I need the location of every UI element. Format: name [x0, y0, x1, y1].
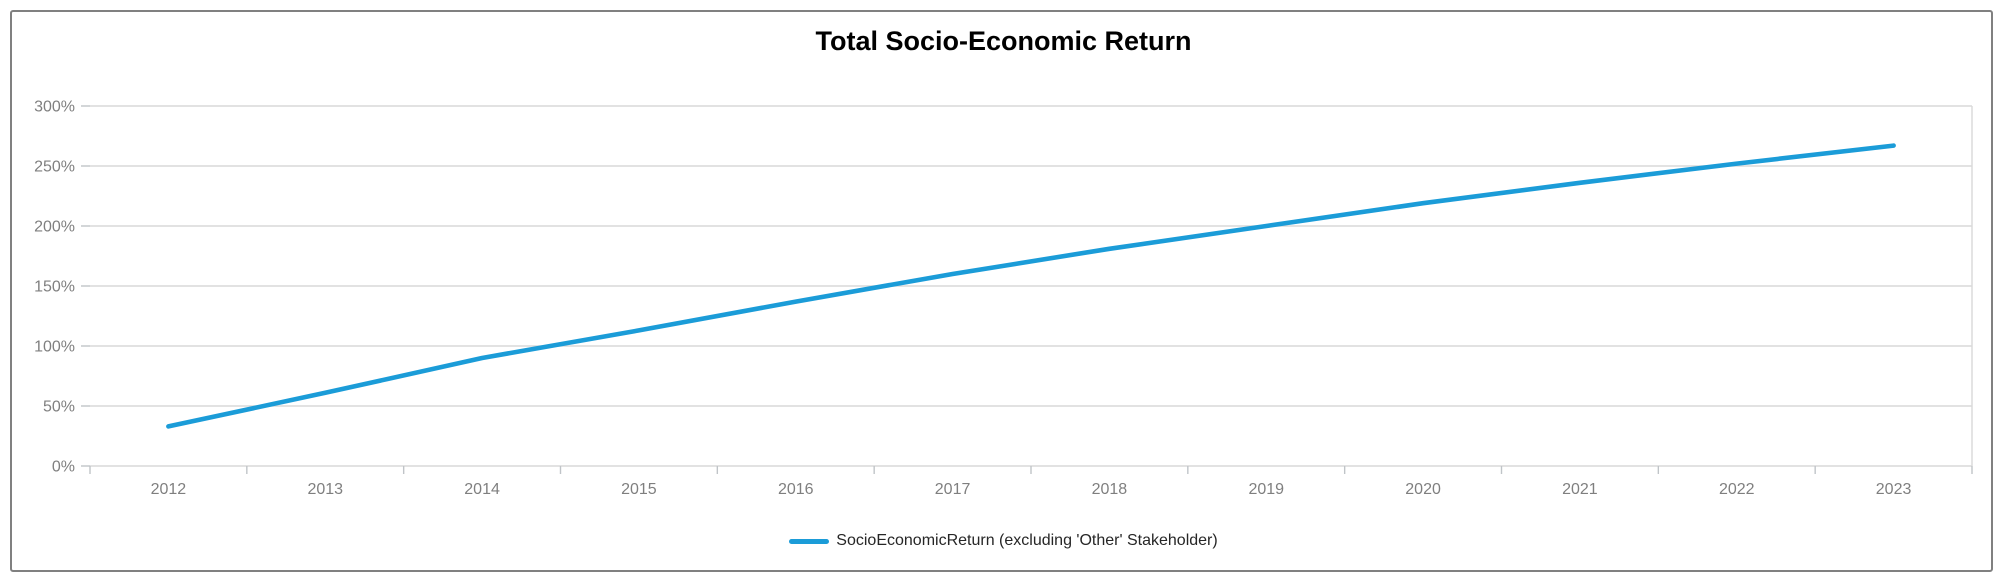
y-axis-label: 300% — [34, 99, 75, 116]
x-axis-label: 2016 — [778, 481, 814, 498]
legend: SocioEconomicReturn (excluding 'Other' S… — [0, 528, 2007, 554]
y-axis-label: 100% — [34, 339, 75, 356]
x-axis-label: 2023 — [1876, 481, 1912, 498]
y-axis-label: 150% — [34, 279, 75, 296]
y-axis-label: 0% — [52, 459, 75, 476]
x-axis-label: 2014 — [464, 481, 500, 498]
y-axis-label: 200% — [34, 219, 75, 236]
legend-label: SocioEconomicReturn (excluding 'Other' S… — [836, 532, 1218, 549]
y-axis-label: 250% — [34, 159, 75, 176]
x-axis-label: 2019 — [1248, 481, 1284, 498]
x-axis-label: 2012 — [151, 481, 187, 498]
x-axis-label: 2020 — [1405, 481, 1441, 498]
chart-title: Total Socio-Economic Return — [815, 26, 1192, 56]
legend-line-swatch — [789, 538, 830, 544]
x-axis-label: 2018 — [1092, 481, 1128, 498]
x-axis-label: 2013 — [307, 481, 343, 498]
y-axis-label: 50% — [43, 399, 75, 416]
series-line — [166, 143, 1896, 429]
chart-border — [10, 10, 1993, 572]
x-axis-label: 2022 — [1719, 481, 1755, 498]
x-axis-label: 2021 — [1562, 481, 1598, 498]
x-axis-label: 2017 — [935, 481, 971, 498]
x-axis-label: 2015 — [621, 481, 657, 498]
